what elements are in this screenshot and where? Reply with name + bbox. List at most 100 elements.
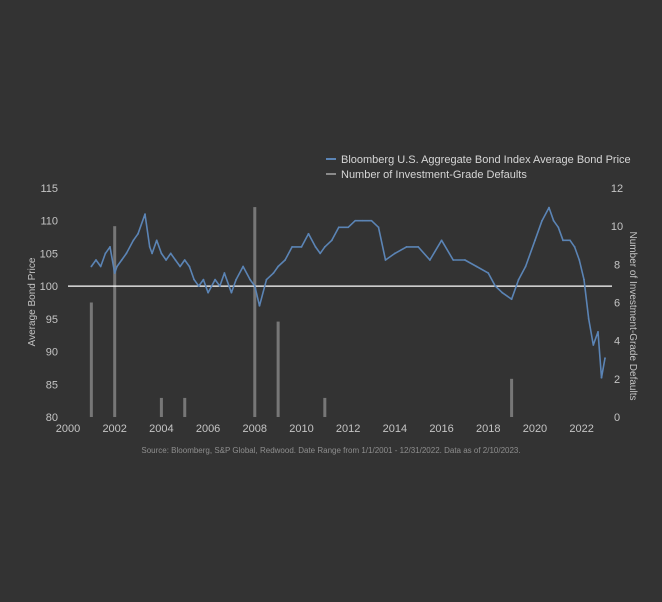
defaults-bars xyxy=(89,207,514,417)
left-tick-label: 105 xyxy=(40,248,58,260)
bond-price-point xyxy=(120,259,123,261)
bond-price-point xyxy=(151,252,153,255)
bond-price-point xyxy=(160,252,163,255)
defaults-bar xyxy=(113,226,117,417)
bond-price-point xyxy=(272,272,275,274)
bond-price-point xyxy=(464,259,466,261)
defaults-bar xyxy=(159,397,163,417)
bond-price-point xyxy=(347,226,350,229)
bond-price-point xyxy=(319,252,322,255)
legend: Bloomberg U.S. Aggregate Bond Index Aver… xyxy=(326,154,631,181)
bond-price-point xyxy=(223,272,226,274)
bond-price-point xyxy=(552,219,555,222)
right-tick-label: 12 xyxy=(611,183,623,195)
bond-price-point xyxy=(113,272,116,274)
x-tick-label: 2010 xyxy=(289,423,313,435)
defaults-bar xyxy=(183,397,187,417)
bond-price-point xyxy=(258,304,261,307)
bond-price-point xyxy=(265,278,268,281)
x-tick-label: 2020 xyxy=(523,423,547,435)
left-tick-label: 95 xyxy=(46,314,58,326)
bond-price-point xyxy=(95,259,97,261)
bond-price-point xyxy=(587,317,590,320)
x-tick-label: 2004 xyxy=(149,423,173,435)
x-tick-label: 2014 xyxy=(383,423,407,435)
bond-price-point xyxy=(207,291,209,294)
bond-price-point xyxy=(475,265,478,268)
bond-price-point xyxy=(569,239,571,242)
bond-price-point xyxy=(501,291,504,294)
defaults-bar xyxy=(253,207,257,417)
bond-price-point xyxy=(337,226,340,229)
bond-price-point xyxy=(541,219,543,222)
right-tick-label: 0 xyxy=(614,412,620,424)
bond-price-point xyxy=(277,265,280,268)
bond-price-point xyxy=(284,259,287,261)
bond-price-point xyxy=(592,344,595,346)
bond-price-point xyxy=(249,278,252,281)
bond-price-point xyxy=(174,259,177,261)
bond-price-point xyxy=(604,357,606,360)
bond-price-point xyxy=(354,219,357,222)
left-axis-title: Average Bond Price xyxy=(27,257,38,346)
left-tick-label: 90 xyxy=(46,347,58,359)
bond-price-point xyxy=(169,252,172,255)
legend-label-bond-price: Bloomberg U.S. Aggregate Bond Index Aver… xyxy=(341,154,631,166)
source-note: Source: Bloomberg, S&P Global, Redwood. … xyxy=(141,446,521,455)
x-tick-label: 2000 xyxy=(56,423,80,435)
defaults-bar xyxy=(323,397,327,417)
bond-price-point xyxy=(524,265,527,268)
x-axis-ticks: 2000 2002 2004 2006 2008 2010 2012 2014 2016 2018… xyxy=(56,423,594,435)
bond-price-point xyxy=(144,213,146,216)
bond-price-point xyxy=(393,252,396,255)
left-tick-label: 100 xyxy=(40,281,58,293)
bond-price-point xyxy=(600,376,603,379)
bond-price-point xyxy=(109,245,111,248)
bond-price-point xyxy=(573,245,576,248)
left-axis-ticks: 80 85 90 95 100 105 110 115 xyxy=(40,183,58,424)
x-tick-label: 2006 xyxy=(196,423,220,435)
bond-price-point xyxy=(104,252,107,255)
right-axis-title: Number of Investment-Grade Defaults xyxy=(627,232,638,401)
bond-price-point xyxy=(428,259,431,261)
bond-price-point xyxy=(548,206,550,209)
bond-price-point xyxy=(517,278,520,281)
x-tick-label: 2012 xyxy=(336,423,360,435)
bond-price-point xyxy=(155,239,158,242)
bond-price-point xyxy=(377,226,380,229)
bond-price-point xyxy=(202,278,205,281)
bond-price-point xyxy=(253,285,256,288)
x-tick-label: 2008 xyxy=(243,423,267,435)
bond-price-point xyxy=(487,272,490,274)
x-tick-label: 2002 xyxy=(102,423,126,435)
bond-price-point xyxy=(197,285,200,288)
bond-price-point xyxy=(494,285,497,288)
bond-price-series-line xyxy=(90,206,606,379)
bond-price-point xyxy=(330,239,333,242)
right-tick-label: 8 xyxy=(614,259,620,271)
bond-price-point xyxy=(193,278,195,281)
bond-price-point xyxy=(583,278,585,281)
bond-price-point xyxy=(417,245,420,248)
bond-price-point xyxy=(230,291,233,294)
bond-price-point xyxy=(557,226,560,229)
bond-price-point xyxy=(218,285,221,288)
bond-price-point xyxy=(384,259,387,261)
defaults-bar xyxy=(510,378,514,417)
bond-price-point xyxy=(440,239,443,242)
bond-price-point xyxy=(562,239,564,242)
bond-price-point xyxy=(116,265,118,268)
left-tick-label: 110 xyxy=(40,216,58,228)
bond-price-point xyxy=(90,265,93,268)
bond-price-point xyxy=(148,245,151,248)
right-tick-label: 10 xyxy=(611,221,623,233)
bond-price-point xyxy=(214,278,216,281)
left-tick-label: 115 xyxy=(40,183,58,195)
x-tick-label: 2022 xyxy=(569,423,593,435)
x-tick-label: 2018 xyxy=(476,423,500,435)
right-tick-label: 2 xyxy=(614,374,620,386)
bond-price-point xyxy=(370,219,373,222)
bond-price-point xyxy=(578,259,581,261)
right-tick-label: 4 xyxy=(614,336,620,348)
